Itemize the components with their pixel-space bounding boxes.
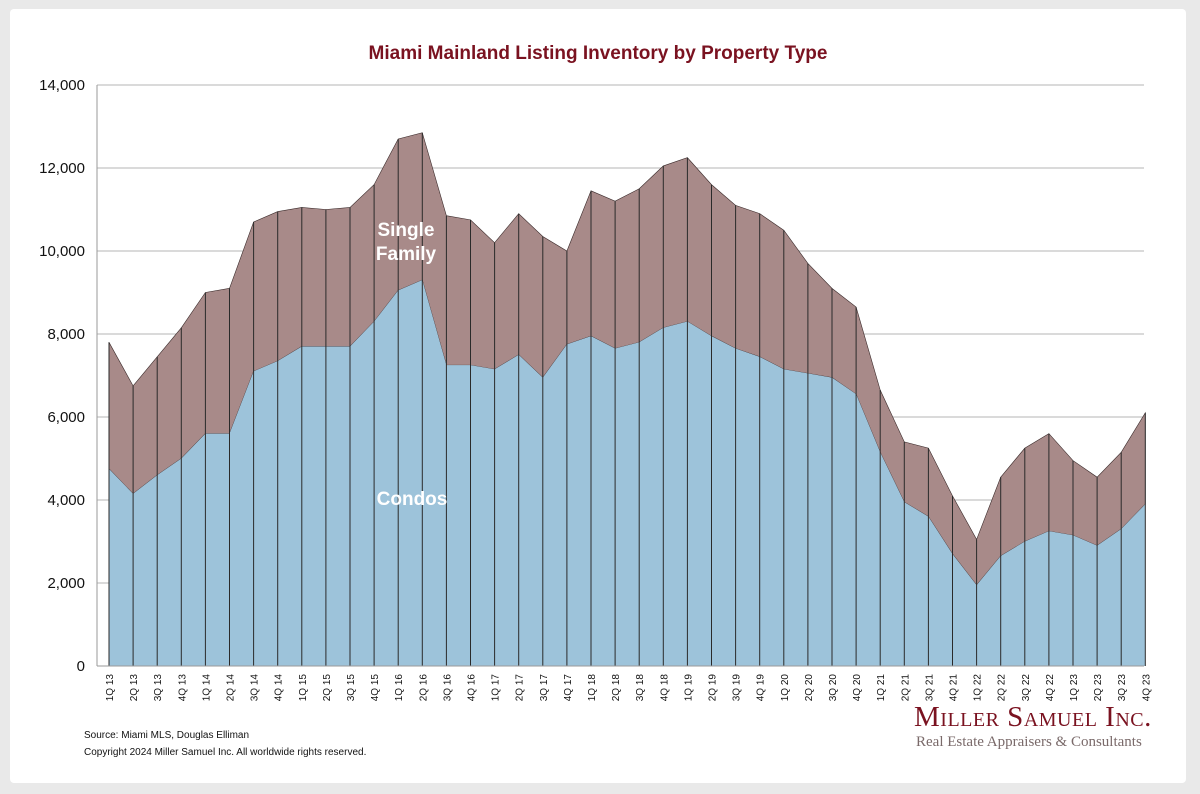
x-tick-label: 2Q 21 [900,674,911,702]
y-tick-label: 6,000 [47,409,85,426]
x-tick-label: 3Q 17 [539,674,550,702]
x-tick-label: 1Q 21 [876,674,887,702]
source-line: Source: Miami MLS, Douglas Elliman [84,730,250,741]
x-tick-label: 4Q 13 [177,674,188,702]
x-tick-label: 1Q 14 [201,674,212,702]
x-tick-label: 4Q 17 [563,674,574,702]
x-tick-label: 3Q 19 [732,674,743,702]
chart-source: Source: Miami MLS, Douglas Elliman Copyr… [84,727,366,761]
x-tick-label: 3Q 22 [1021,674,1032,702]
y-tick-label: 10,000 [39,243,85,260]
x-tick-label: 4Q 20 [852,674,863,702]
x-tick-label: 1Q 13 [105,674,116,702]
x-tick-label: 1Q 20 [780,674,791,702]
x-tick-label: 3Q 14 [250,674,261,702]
x-tick-label: 1Q 19 [683,674,694,702]
x-tick-label: 4Q 14 [274,674,285,702]
y-tick-label: 8,000 [47,326,85,343]
x-tick-label: 1Q 23 [1069,674,1080,702]
x-tick-label: 3Q 21 [924,674,935,702]
logo-tagline: Real Estate Appraisers & Consultants [916,734,1142,750]
x-tick-label: 2Q 14 [226,674,237,702]
x-tick-label: 4Q 21 [949,674,960,702]
chart-title: Miami Mainland Listing Inventory by Prop… [368,43,828,64]
annotation-single-family-line2: Family [376,244,437,265]
x-tick-label: 3Q 15 [346,674,357,702]
logo-name: Miller Samuel Inc. [914,701,1152,733]
x-tick-label: 1Q 17 [491,674,502,702]
x-tick-label: 4Q 23 [1141,674,1152,702]
x-tick-label: 2Q 23 [1093,674,1104,702]
x-tick-label: 3Q 23 [1117,674,1128,702]
x-tick-label: 2Q 19 [708,674,719,702]
x-tick-label: 2Q 13 [129,674,140,702]
x-tick-label: 3Q 13 [153,674,164,702]
y-tick-label: 12,000 [39,160,85,177]
x-tick-label: 1Q 22 [973,674,984,702]
annotation-single-family-line1: Single [377,220,434,241]
y-tick-label: 4,000 [47,492,85,509]
x-tick-label: 4Q 15 [370,674,381,702]
x-tick-label: 1Q 16 [394,674,405,702]
x-tick-label: 1Q 15 [298,674,309,702]
x-tick-label: 4Q 22 [1045,674,1056,702]
x-tick-label: 3Q 18 [635,674,646,702]
x-tick-label: 4Q 19 [756,674,767,702]
y-tick-label: 0 [77,658,85,675]
x-tick-label: 2Q 20 [804,674,815,702]
y-tick-label: 2,000 [47,575,85,592]
x-tick-label: 2Q 22 [997,674,1008,702]
annotation-condos: Condos [377,489,448,510]
x-tick-label: 4Q 18 [659,674,670,702]
x-tick-label: 2Q 17 [515,674,526,702]
x-tick-label: 2Q 18 [611,674,622,702]
x-tick-label: 2Q 15 [322,674,333,702]
series-area-condos [109,280,1146,666]
x-tick-label: 2Q 16 [418,674,429,702]
x-tick-label: 1Q 18 [587,674,598,702]
copyright-line: Copyright 2024 Miller Samuel Inc. All wo… [84,747,367,758]
x-tick-label: 3Q 20 [828,674,839,702]
company-logo: Miller Samuel Inc. Real Estate Appraiser… [914,702,1154,752]
y-tick-label: 14,000 [39,77,85,94]
x-tick-label: 4Q 16 [467,674,478,702]
x-tick-label: 3Q 16 [442,674,453,702]
